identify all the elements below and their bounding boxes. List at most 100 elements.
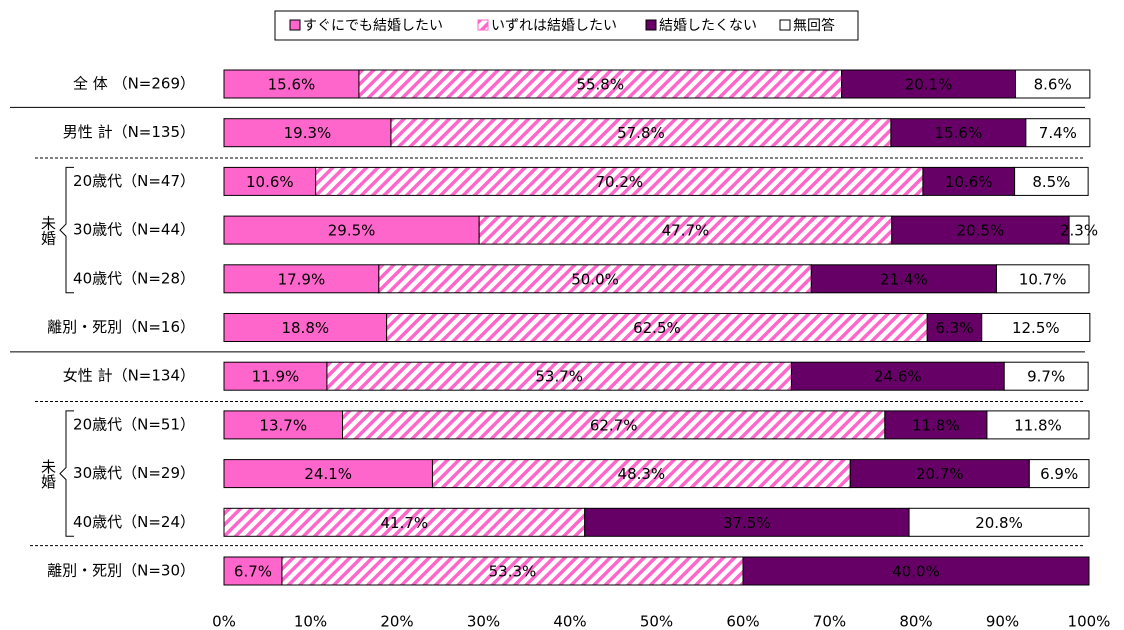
bar-segment — [223, 166, 317, 196]
category-label: 全 体 （N=269） — [73, 75, 195, 93]
bar-segment — [386, 313, 928, 342]
bar-segment — [742, 556, 1090, 586]
bar-segment — [315, 166, 924, 196]
data-label: 18.8% — [281, 319, 329, 337]
data-label: 11.8% — [912, 416, 960, 434]
x-tick-label: 90% — [986, 613, 1019, 630]
bar-segment — [223, 507, 586, 537]
x-tick-label: 100% — [1068, 613, 1111, 630]
bar-segment — [223, 215, 480, 245]
bar-segment — [223, 118, 392, 148]
category-label: 女性 計（N=134） — [63, 367, 195, 385]
data-label: 47.7% — [662, 222, 710, 240]
bar-segment — [223, 361, 328, 391]
data-label: 8.6% — [1034, 76, 1072, 94]
data-label: 62.5% — [633, 319, 681, 337]
group-label: 未婚 — [39, 459, 57, 489]
data-label: 21.4% — [880, 270, 928, 288]
data-label: 53.3% — [489, 563, 537, 581]
category-label: 離別・死別（N=16） — [47, 318, 195, 336]
data-label: 37.5% — [723, 514, 771, 532]
bar-segment — [1014, 69, 1091, 99]
data-label: 20.8% — [975, 514, 1023, 532]
bar-segment — [890, 118, 1027, 148]
x-tick-label: 20% — [380, 613, 413, 630]
bar-segment — [390, 118, 892, 148]
category-label: 男性 計（N=135） — [63, 123, 195, 141]
bar-segment — [995, 264, 1090, 294]
data-label: 48.3% — [618, 465, 666, 483]
data-label: 10.6% — [945, 173, 993, 191]
bar-segment — [223, 459, 433, 489]
data-label: 20.5% — [957, 222, 1005, 240]
legend-swatch — [289, 19, 301, 31]
group-bracket — [59, 410, 74, 537]
legend-swatch — [645, 19, 657, 31]
bar-segment — [281, 556, 744, 586]
data-label: 20.1% — [905, 76, 953, 94]
data-label: 6.7% — [234, 563, 272, 581]
data-label: 20.7% — [916, 465, 964, 483]
data-label: 10.6% — [246, 173, 294, 191]
legend-swatch — [779, 19, 791, 31]
bar-segment — [431, 459, 851, 489]
data-label: 13.7% — [259, 416, 307, 434]
bar-segment — [1068, 215, 1090, 245]
x-tick-label: 50% — [640, 613, 673, 630]
data-label: 70.2% — [595, 173, 643, 191]
x-tick-label: 80% — [899, 613, 932, 630]
data-label: 24.1% — [304, 465, 352, 483]
legend-label: いずれは結婚したい — [491, 18, 617, 34]
bar-segment — [891, 215, 1070, 245]
bar-segment — [1028, 459, 1090, 489]
data-label: 55.8% — [576, 76, 624, 94]
data-label: 24.6% — [874, 368, 922, 386]
data-label: 15.6% — [268, 76, 316, 94]
bar-segment — [981, 313, 1091, 342]
data-label: 11.8% — [1014, 416, 1062, 434]
category-label: 40歳代（N=28） — [73, 269, 195, 287]
data-label: 9.7% — [1027, 368, 1065, 386]
x-tick-label: 10% — [294, 613, 327, 630]
data-label: 8.5% — [1032, 173, 1070, 191]
bar-segment — [986, 410, 1090, 440]
category-label: 30歳代（N=29） — [73, 464, 195, 482]
data-label: 15.6% — [935, 124, 983, 142]
bar-segment — [922, 166, 1016, 196]
bar-segment — [223, 264, 380, 294]
data-label: 2.3% — [1060, 222, 1098, 240]
category-label: 20歳代（N=47） — [73, 172, 195, 190]
bar-segment — [884, 410, 988, 440]
data-label: 6.3% — [935, 319, 973, 337]
bar-segment — [1025, 118, 1091, 148]
data-label: 62.7% — [590, 416, 638, 434]
data-label: 12.5% — [1012, 319, 1060, 337]
data-label: 17.9% — [278, 270, 326, 288]
data-label: 7.4% — [1039, 124, 1077, 142]
bar-segment — [1014, 166, 1089, 196]
legend-label: 無回答 — [793, 17, 835, 34]
data-label: 41.7% — [381, 514, 429, 532]
x-tick-label: 0% — [212, 613, 236, 630]
category-label: 20歳代（N=51） — [73, 415, 195, 433]
data-label: 11.9% — [252, 368, 300, 386]
group-label: 未婚 — [39, 215, 57, 245]
data-label: 29.5% — [328, 222, 376, 240]
data-label: 10.7% — [1019, 270, 1067, 288]
bar-segment — [810, 264, 997, 294]
bar-segment — [790, 361, 1005, 391]
legend-label: 結婚したくない — [659, 18, 757, 34]
group-bracket — [59, 166, 74, 294]
x-tick-label: 70% — [813, 613, 846, 630]
bar-segment — [223, 313, 388, 342]
bar-segment — [926, 313, 983, 342]
bar-segment — [378, 264, 812, 294]
x-tick-label: 40% — [553, 613, 586, 630]
bar-segment — [342, 410, 886, 440]
bar-segment — [908, 507, 1090, 537]
data-label: 50.0% — [571, 270, 619, 288]
bar-segment — [1003, 361, 1089, 391]
legend-label: すぐにでも結婚したい — [303, 18, 443, 34]
category-label: 30歳代（N=44） — [73, 221, 195, 239]
